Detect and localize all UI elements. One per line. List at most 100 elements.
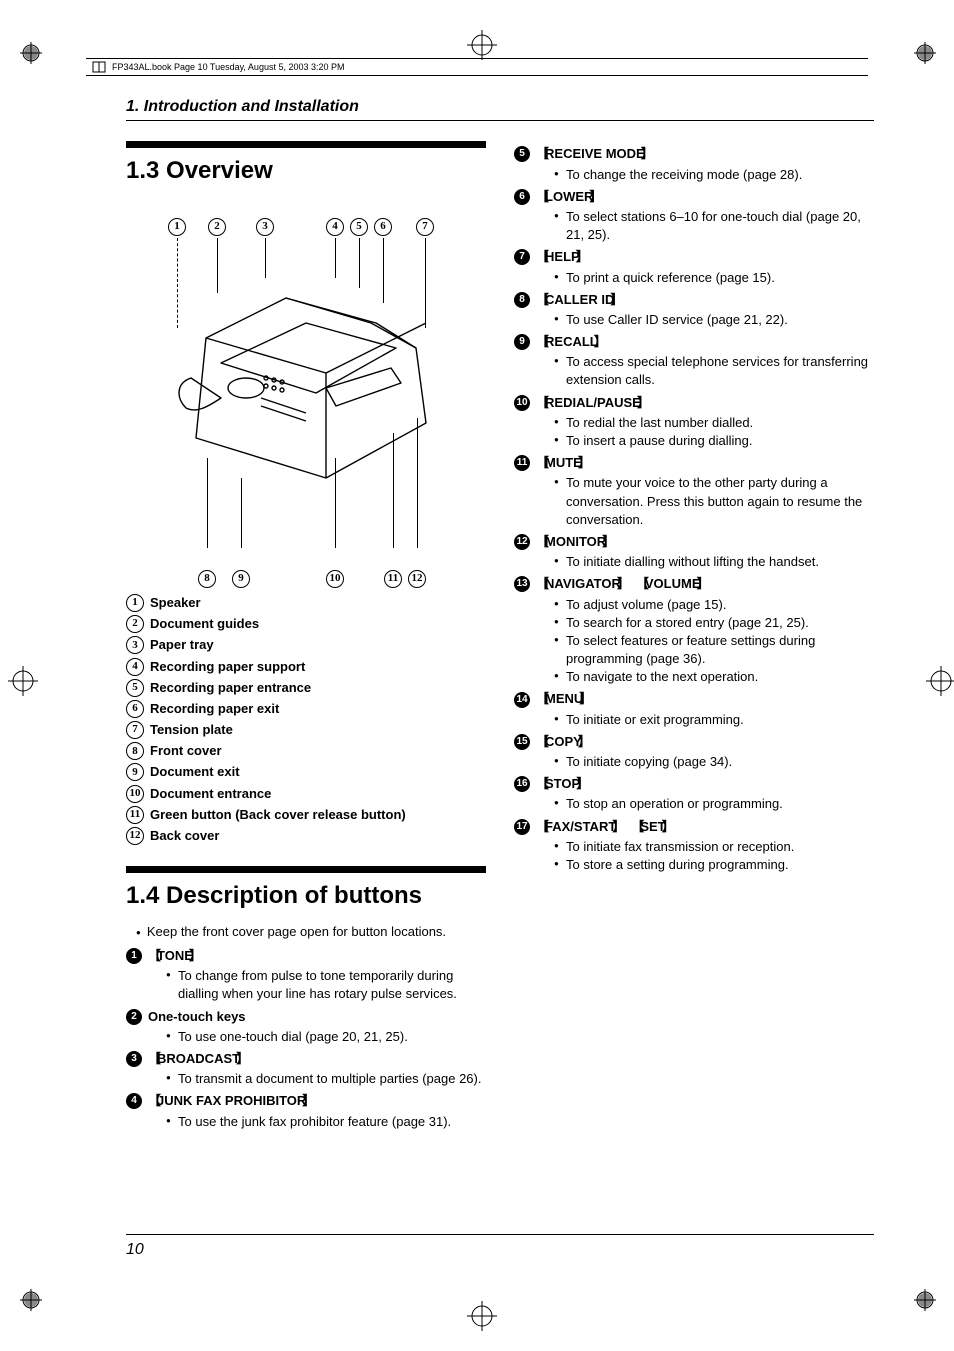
- button-label-9: RECALL: [536, 333, 607, 351]
- button-item-14: 14 MENU To initiate or exit programming.: [514, 690, 874, 728]
- button-label-6: LOWER: [536, 188, 602, 206]
- part-number-11: 11: [126, 806, 144, 824]
- part-item-2: 2Document guides: [126, 615, 486, 633]
- bullet: To transmit a document to multiple parti…: [166, 1070, 486, 1088]
- part-label-5: Recording paper entrance: [150, 679, 311, 697]
- bullet: To initiate or exit programming.: [554, 711, 874, 729]
- bullet: To print a quick reference (page 15).: [554, 269, 874, 287]
- button-label-3: BROADCAST: [148, 1050, 249, 1068]
- crop-mark-mr: [926, 666, 946, 686]
- right-column: 5RECEIVE MODETo change the receiving mod…: [514, 141, 874, 1134]
- buttons-title: 1.4 Description of buttons: [126, 879, 486, 913]
- part-label-1: Speaker: [150, 594, 201, 612]
- button-label-14: MENU: [536, 690, 592, 708]
- buttons-left-list: 1TONETo change from pulse to tone tempor…: [126, 947, 486, 1131]
- part-item-3: 3Paper tray: [126, 636, 486, 654]
- button-bullets-12: To initiate dialling without lifting the…: [554, 553, 874, 571]
- button-number-5: 5: [514, 146, 530, 162]
- buttons-right-list: 5RECEIVE MODETo change the receiving mod…: [514, 145, 874, 874]
- button-item-13: 13NAVIGATORVOLUMETo adjust volume (page …: [514, 575, 874, 686]
- button-label-11: MUTE: [536, 454, 591, 472]
- bullet: To use one-touch dial (page 20, 21, 25).: [166, 1028, 486, 1046]
- overview-title: 1.3 Overview: [126, 154, 486, 188]
- button-item-11: 11 MUTE To mute your voice to the other pa…: [514, 454, 874, 529]
- callout-11: 11: [384, 570, 402, 588]
- part-item-5: 5Recording paper entrance: [126, 679, 486, 697]
- bullet: To initiate dialling without lifting the…: [554, 553, 874, 571]
- part-item-9: 9 Document exit: [126, 763, 486, 781]
- bullet: To use the junk fax prohibitor feature (…: [166, 1113, 486, 1131]
- crop-mark-br: [914, 1289, 934, 1309]
- button-number-13: 13: [514, 576, 530, 592]
- button-number-10: 10: [514, 395, 530, 411]
- bullet: To use Caller ID service (page 21, 22).: [554, 311, 874, 329]
- part-label-7: Tension plate: [150, 721, 233, 739]
- button-item-5: 5RECEIVE MODETo change the receiving mod…: [514, 145, 874, 183]
- button-item-17: 17FAX/STARTSETTo initiate fax transmissi…: [514, 818, 874, 875]
- part-item-7: 7Tension plate: [126, 721, 486, 739]
- buttons-intro-text: Keep the front cover page open for butto…: [147, 923, 446, 941]
- part-item-12: 12Back cover: [126, 827, 486, 845]
- button-label-7: HELP: [536, 248, 589, 266]
- button-number-4: 4: [126, 1093, 142, 1109]
- button-item-12: 12MONITORTo initiate dialling without li…: [514, 533, 874, 571]
- bullet: To stop an operation or programming.: [554, 795, 874, 813]
- bullet: To initiate copying (page 34).: [554, 753, 874, 771]
- bullet: To search for a stored entry (page 21, 2…: [554, 614, 874, 632]
- bullet: To select stations 6–10 for one-touch di…: [554, 208, 874, 244]
- callout-4: 4: [326, 218, 344, 236]
- part-number-6: 6: [126, 700, 144, 718]
- button-label-13: NAVIGATOR: [536, 575, 630, 593]
- button-bullets-16: To stop an operation or programming.: [554, 795, 874, 813]
- button-bullets-17: To initiate fax transmission or receptio…: [554, 838, 874, 874]
- part-item-11: 11 Green button (Back cover release butto…: [126, 806, 486, 824]
- button-number-15: 15: [514, 734, 530, 750]
- button-bullets-4: To use the junk fax prohibitor feature (…: [166, 1113, 486, 1131]
- part-item-4: 4Recording paper support: [126, 658, 486, 676]
- crop-mark-mb: [467, 1301, 487, 1321]
- bullet: To initiate fax transmission or receptio…: [554, 838, 874, 856]
- callout-12: 12: [408, 570, 426, 588]
- button-bullets-13: To adjust volume (page 15).To search for…: [554, 596, 874, 687]
- page-number: 10: [126, 1234, 874, 1261]
- button-item-6: 6 LOWER To select stations 6–10 for one-to…: [514, 188, 874, 245]
- button-item-15: 15 COPY To initiate copying (page 34).: [514, 733, 874, 771]
- chapter-title: 1. Introduction and Installation: [126, 96, 874, 121]
- callout-10: 10: [326, 570, 344, 588]
- button-number-11: 11: [514, 455, 530, 471]
- crop-mark-tl: [20, 42, 40, 62]
- bullet: To redial the last number dialled.: [554, 414, 874, 432]
- part-number-9: 9: [126, 763, 144, 781]
- part-number-12: 12: [126, 827, 144, 845]
- part-label-9: Document exit: [150, 763, 240, 781]
- bullet: To select features or feature settings d…: [554, 632, 874, 668]
- button-label-15: COPY: [536, 733, 591, 751]
- button-item-9: 9 RECALL To access special telephone servi…: [514, 333, 874, 390]
- crop-mark-tr: [914, 42, 934, 62]
- callout-3: 3: [256, 218, 274, 236]
- bullet: To mute your voice to the other party du…: [554, 474, 874, 529]
- button-label-5: RECEIVE MODE: [536, 145, 654, 163]
- button-number-6: 6: [514, 189, 530, 205]
- button-item-3: 3BROADCASTTo transmit a document to mult…: [126, 1050, 486, 1088]
- button-bullets-1: To change from pulse to tone temporarily…: [166, 967, 486, 1003]
- button-bullets-14: To initiate or exit programming.: [554, 711, 874, 729]
- part-label-10: Document entrance: [150, 785, 271, 803]
- part-number-3: 3: [126, 636, 144, 654]
- source-file-header: FP343AL.book Page 10 Tuesday, August 5, …: [86, 58, 868, 76]
- part-label-11: Green button (Back cover release button): [150, 806, 406, 824]
- button-number-9: 9: [514, 334, 530, 350]
- button-label-4: JUNK FAX PROHIBITOR: [148, 1092, 315, 1110]
- button-bullets-7: To print a quick reference (page 15).: [554, 269, 874, 287]
- button-number-17: 17: [514, 819, 530, 835]
- button-label2-17: SET: [631, 818, 674, 836]
- crop-mark-ml: [8, 666, 28, 686]
- bullet: To access special telephone services for…: [554, 353, 874, 389]
- buttons-intro: ● Keep the front cover page open for but…: [136, 923, 486, 941]
- button-item-8: 8CALLER IDTo use Caller ID service (page…: [514, 291, 874, 329]
- crop-mark-bl: [20, 1289, 40, 1309]
- part-number-2: 2: [126, 615, 144, 633]
- button-number-14: 14: [514, 692, 530, 708]
- button-item-1: 1TONETo change from pulse to tone tempor…: [126, 947, 486, 1004]
- part-number-1: 1: [126, 594, 144, 612]
